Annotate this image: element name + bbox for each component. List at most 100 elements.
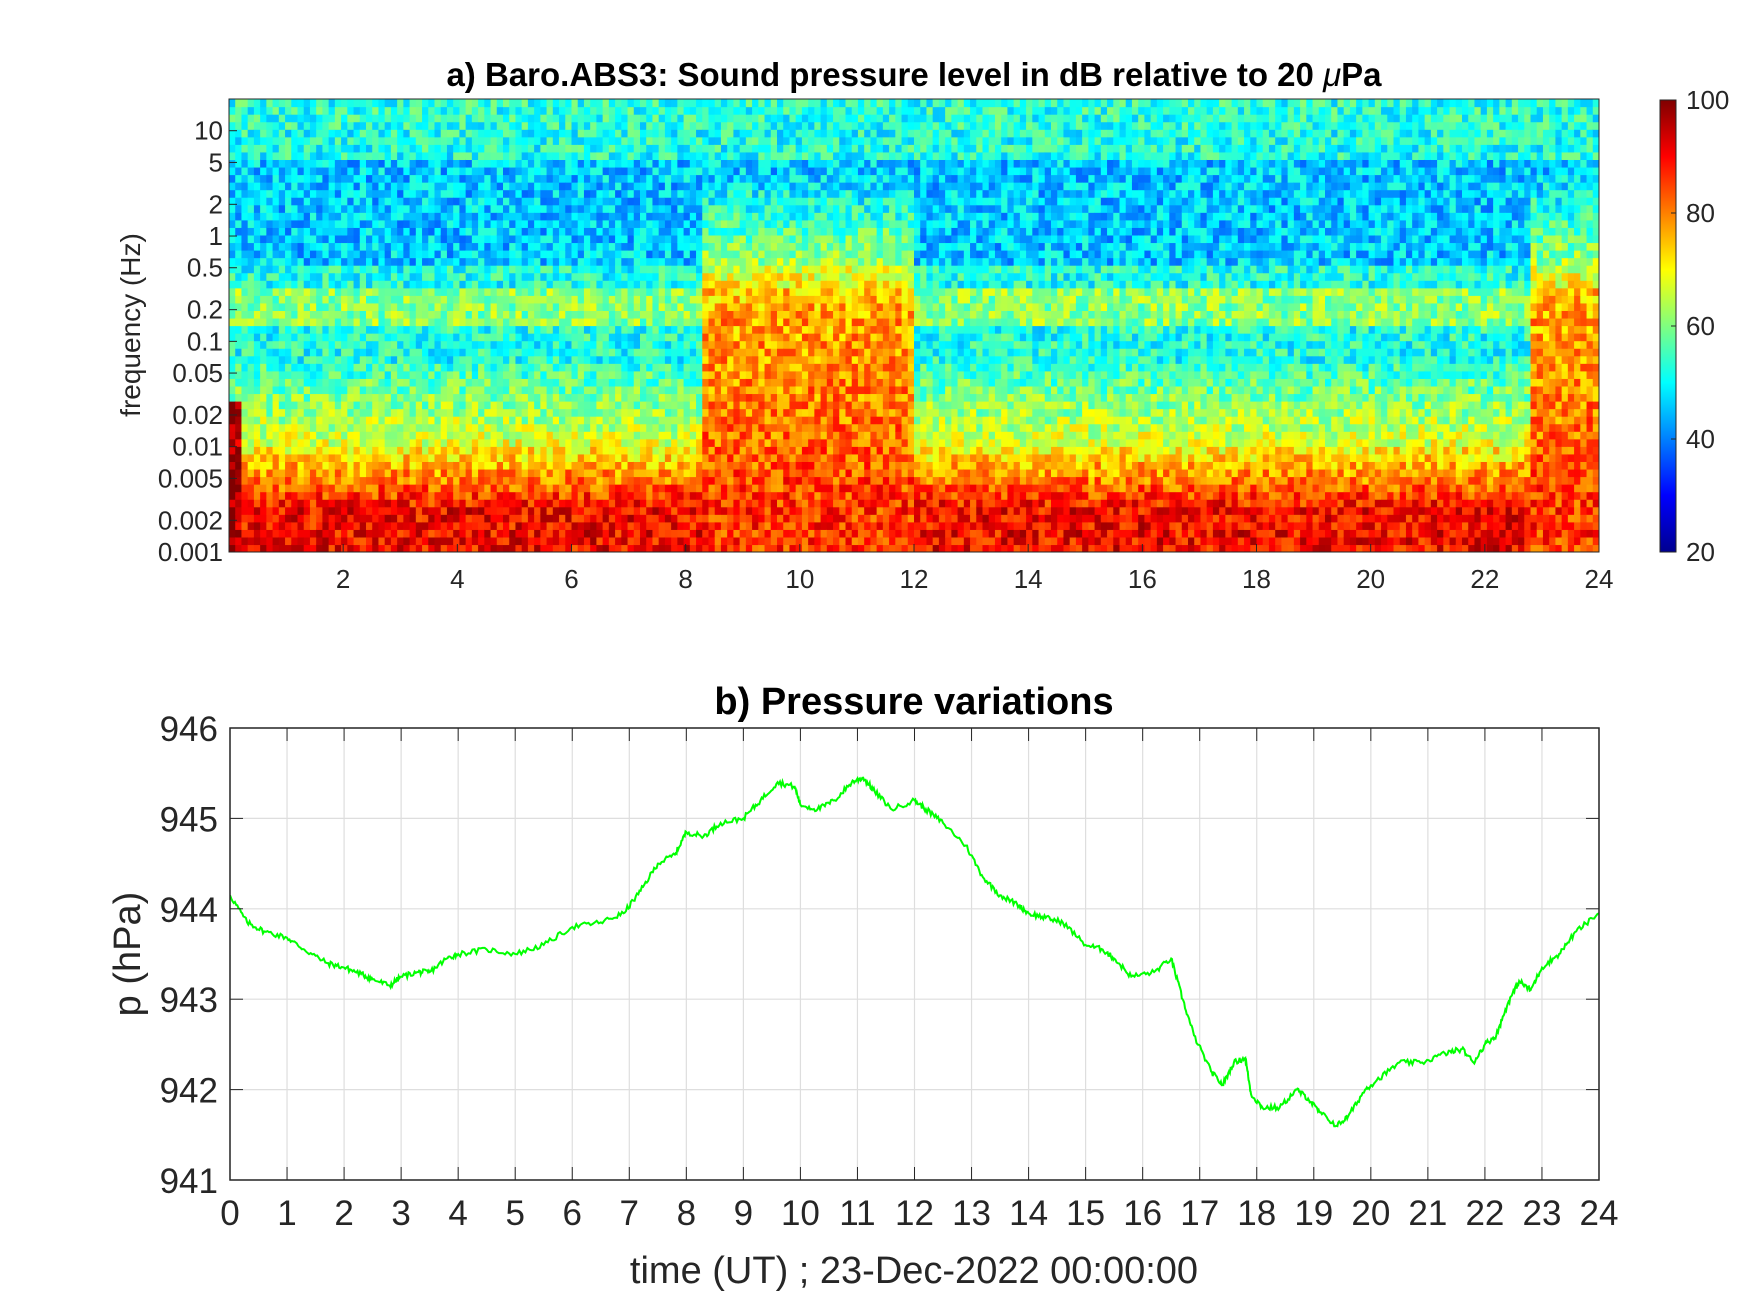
heatmap-cell bbox=[241, 280, 249, 289]
heatmap-cell bbox=[521, 431, 529, 440]
heatmap-cell bbox=[596, 378, 604, 387]
heatmap-cell bbox=[484, 536, 492, 546]
heatmap-cell bbox=[235, 159, 243, 168]
heatmap-cell bbox=[422, 212, 429, 221]
heatmap-cell bbox=[272, 121, 280, 130]
heatmap-cell bbox=[696, 506, 703, 515]
heatmap-cell bbox=[745, 431, 753, 440]
heatmap-cell bbox=[478, 242, 485, 251]
heatmap-cell bbox=[359, 174, 367, 183]
heatmap-cell bbox=[646, 461, 654, 470]
heatmap-cell bbox=[278, 159, 286, 168]
heatmap-cell bbox=[415, 431, 423, 440]
heatmap-cell bbox=[285, 446, 292, 455]
heatmap-cell bbox=[696, 385, 703, 395]
heatmap-cell bbox=[465, 265, 473, 274]
heatmap-cell bbox=[490, 166, 498, 176]
heatmap-cell bbox=[608, 106, 616, 115]
heatmap-cell bbox=[471, 250, 479, 259]
heatmap-cell bbox=[590, 204, 598, 213]
heatmap-cell bbox=[285, 325, 292, 334]
heatmap-cell bbox=[671, 219, 678, 228]
heatmap-cell bbox=[627, 325, 635, 334]
heatmap-cell bbox=[384, 393, 392, 402]
heatmap-cell bbox=[615, 393, 622, 402]
heatmap-cell bbox=[671, 212, 678, 221]
heatmap-cell bbox=[459, 280, 467, 289]
heatmap-cell bbox=[708, 242, 716, 251]
heatmap-cell bbox=[440, 416, 448, 425]
heatmap-cell bbox=[229, 317, 236, 327]
heatmap-cell bbox=[671, 529, 678, 538]
heatmap-cell bbox=[359, 106, 367, 115]
heatmap-cell bbox=[297, 461, 305, 470]
heatmap-cell bbox=[714, 378, 722, 387]
heatmap-cell bbox=[334, 250, 342, 259]
heatmap-cell bbox=[540, 453, 548, 462]
heatmap-cell bbox=[590, 333, 598, 342]
heatmap-cell bbox=[260, 521, 267, 530]
heatmap-cell bbox=[658, 378, 666, 387]
heatmap-cell bbox=[627, 212, 635, 221]
heatmap-cell bbox=[446, 182, 454, 191]
heatmap-cell bbox=[708, 99, 716, 108]
heatmap-cell bbox=[714, 265, 722, 274]
heatmap-cell bbox=[727, 317, 735, 327]
heatmap-cell bbox=[266, 529, 274, 538]
heatmap-cell bbox=[509, 250, 517, 259]
heatmap-cell bbox=[602, 174, 610, 183]
heatmap-cell bbox=[229, 250, 236, 259]
heatmap-cell bbox=[739, 99, 747, 108]
heatmap-cell bbox=[583, 536, 591, 546]
heatmap-cell bbox=[415, 529, 423, 538]
heatmap-cell bbox=[278, 401, 286, 410]
heatmap-cell bbox=[615, 99, 622, 108]
heatmap-cell bbox=[534, 393, 541, 402]
heatmap-cell bbox=[515, 325, 523, 334]
heatmap-cell bbox=[403, 363, 411, 372]
heatmap-cell bbox=[664, 529, 672, 538]
heatmap-cell bbox=[316, 514, 324, 523]
heatmap-cell bbox=[515, 468, 523, 478]
heatmap-cell bbox=[266, 370, 274, 379]
heatmap-cell bbox=[291, 219, 299, 228]
heatmap-cell bbox=[471, 401, 479, 410]
heatmap-cell bbox=[278, 287, 286, 296]
heatmap-cell bbox=[409, 136, 417, 145]
heatmap-cell bbox=[415, 302, 423, 311]
heatmap-cell bbox=[677, 325, 685, 334]
heatmap-cell bbox=[428, 521, 436, 530]
heatmap-cell bbox=[515, 423, 523, 432]
heatmap-cell bbox=[341, 182, 348, 191]
heatmap-cell bbox=[328, 408, 336, 417]
heatmap-cell bbox=[658, 129, 666, 138]
heatmap-cell bbox=[534, 166, 541, 176]
heatmap-cell bbox=[471, 514, 479, 523]
heatmap-cell bbox=[615, 385, 622, 395]
heatmap-cell bbox=[646, 333, 654, 342]
heatmap-cell bbox=[397, 204, 404, 213]
heatmap-cell bbox=[596, 355, 604, 364]
heatmap-cell bbox=[247, 121, 255, 130]
heatmap-cell bbox=[453, 468, 461, 478]
heatmap-cell bbox=[652, 159, 660, 168]
heatmap-cell bbox=[229, 204, 236, 213]
heatmap-cell bbox=[727, 151, 735, 160]
heatmap-cell bbox=[372, 151, 380, 160]
heatmap-cell bbox=[577, 348, 585, 357]
heatmap-cell bbox=[602, 325, 610, 334]
heatmap-cell bbox=[366, 499, 373, 508]
heatmap-cell bbox=[347, 393, 355, 402]
heatmap-cell bbox=[534, 521, 541, 530]
heatmap-cell bbox=[422, 333, 429, 342]
heatmap-cell bbox=[503, 378, 510, 387]
heatmap-cell bbox=[229, 310, 236, 319]
heatmap-cell bbox=[571, 174, 579, 183]
heatmap-cell bbox=[702, 272, 710, 281]
heatmap-cell bbox=[471, 370, 479, 379]
heatmap-cell bbox=[509, 408, 517, 417]
heatmap-cell bbox=[235, 393, 243, 402]
heatmap-cell bbox=[291, 521, 299, 530]
heatmap-cell bbox=[453, 227, 461, 236]
heatmap-cell bbox=[241, 99, 249, 108]
